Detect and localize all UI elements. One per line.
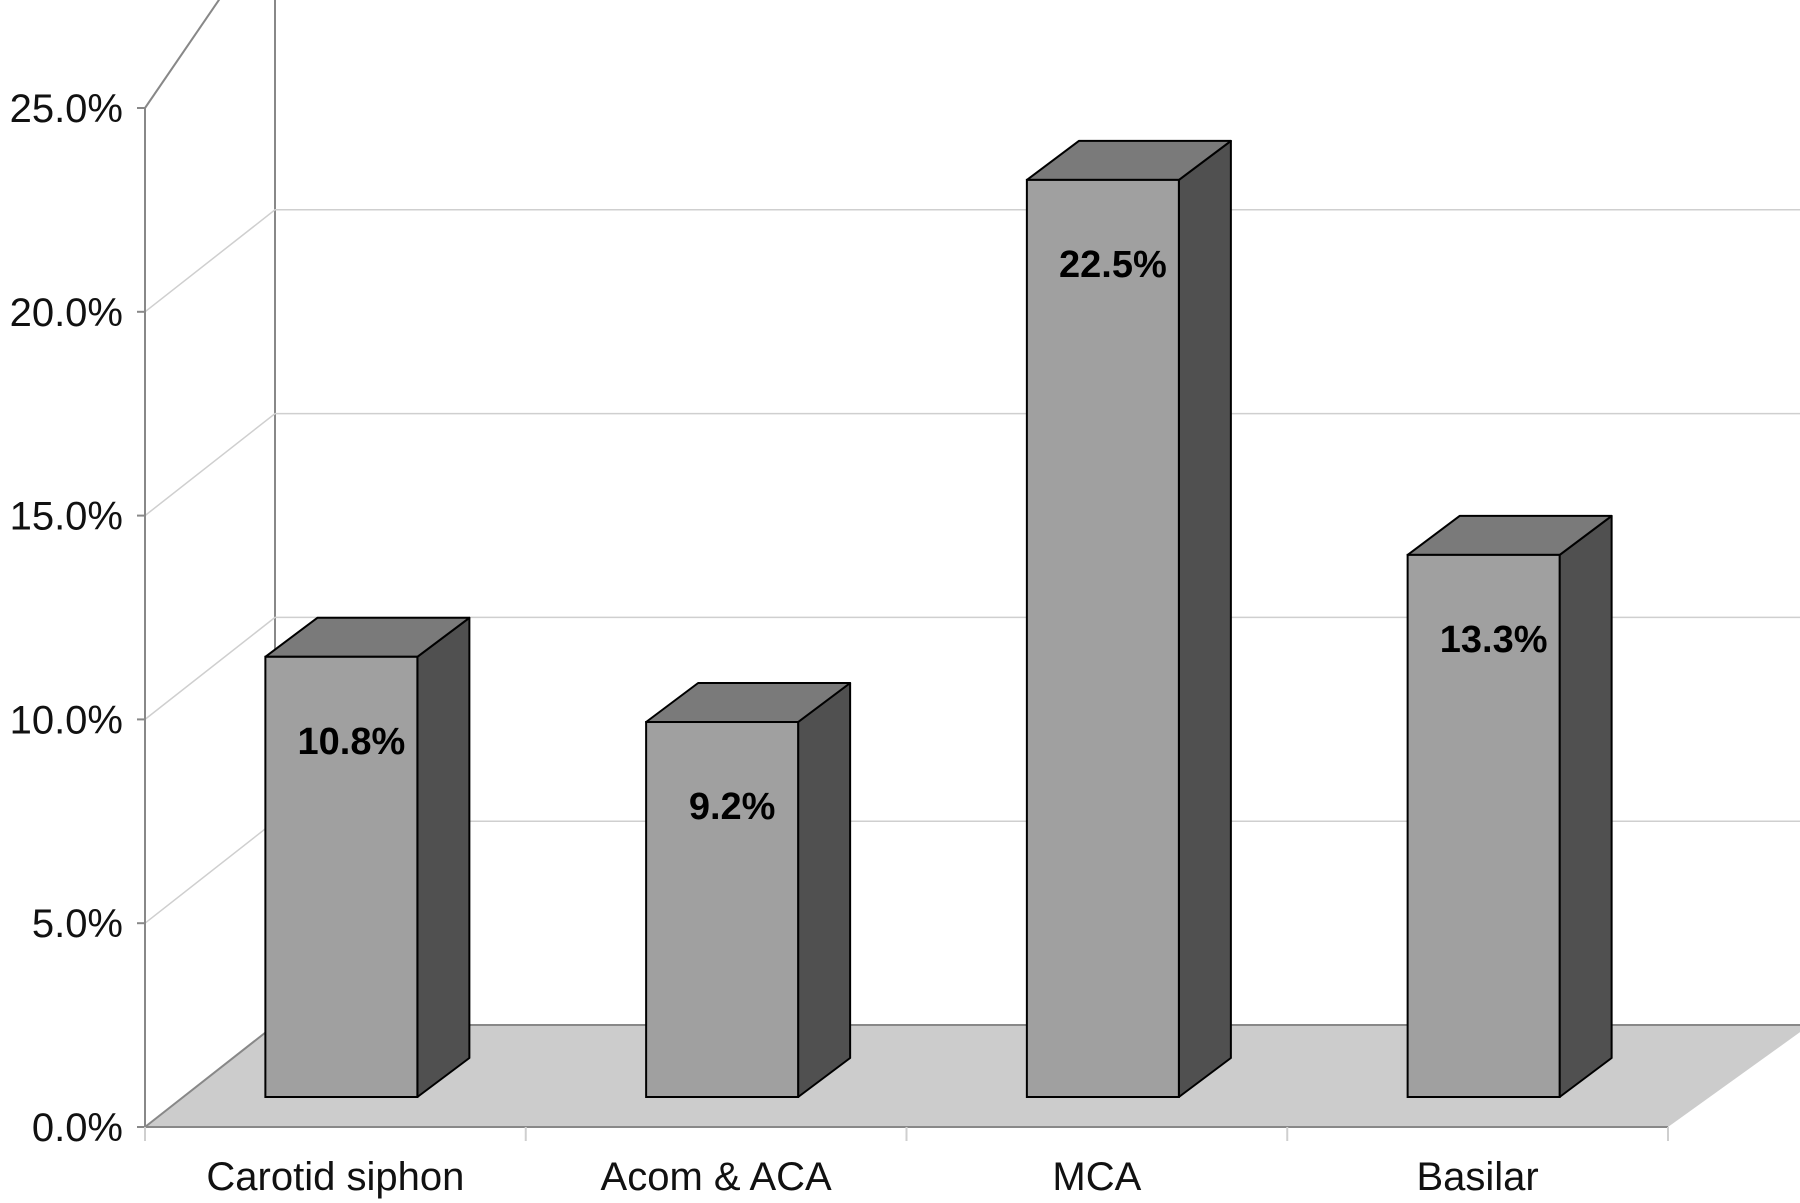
bars (264, 139, 1613, 1098)
bar (1025, 178, 1180, 1098)
y-tick-label: 25.0% (10, 87, 123, 131)
data-labels: 10.8% 9.2% 22.5% 13.3% (298, 244, 1548, 828)
y-tick-label: 20.0% (10, 291, 123, 335)
bar (264, 655, 419, 1098)
x-tick-label: Acom & ACA (601, 1155, 833, 1199)
y-tick-label: 5.0% (32, 902, 123, 946)
gridline (144, 209, 1800, 313)
bar (1406, 553, 1561, 1098)
y-tick-label: 0.0% (32, 1106, 123, 1150)
side-wall-top-edge (144, 0, 221, 109)
floor-plane (145, 1025, 1800, 1127)
x-tick-label: Carotid siphon (206, 1155, 464, 1199)
bar-side (1558, 514, 1613, 1098)
x-axis: Carotid siphon Acom & ACA MCA Basilar (144, 1126, 1669, 1199)
gridline (144, 412, 1800, 517)
y-axis: 0.0% 5.0% 10.0% 15.0% 20.0% 25.0% (10, 87, 146, 1150)
y-tick-label: 15.0% (10, 495, 123, 539)
data-label: 22.5% (1059, 244, 1167, 286)
x-tick-label: MCA (1052, 1155, 1141, 1199)
data-label: 10.8% (298, 721, 406, 763)
bar-side (797, 682, 852, 1098)
data-label: 9.2% (689, 786, 776, 828)
bar-side (1177, 139, 1232, 1098)
data-label: 13.3% (1440, 619, 1548, 661)
gridline (144, 616, 1800, 720)
x-tick-label: Basilar (1416, 1155, 1538, 1199)
y-tick-label: 10.0% (10, 698, 123, 742)
bar-side (416, 616, 471, 1098)
bar (645, 721, 800, 1098)
floor-left-edge (144, 1024, 276, 1128)
